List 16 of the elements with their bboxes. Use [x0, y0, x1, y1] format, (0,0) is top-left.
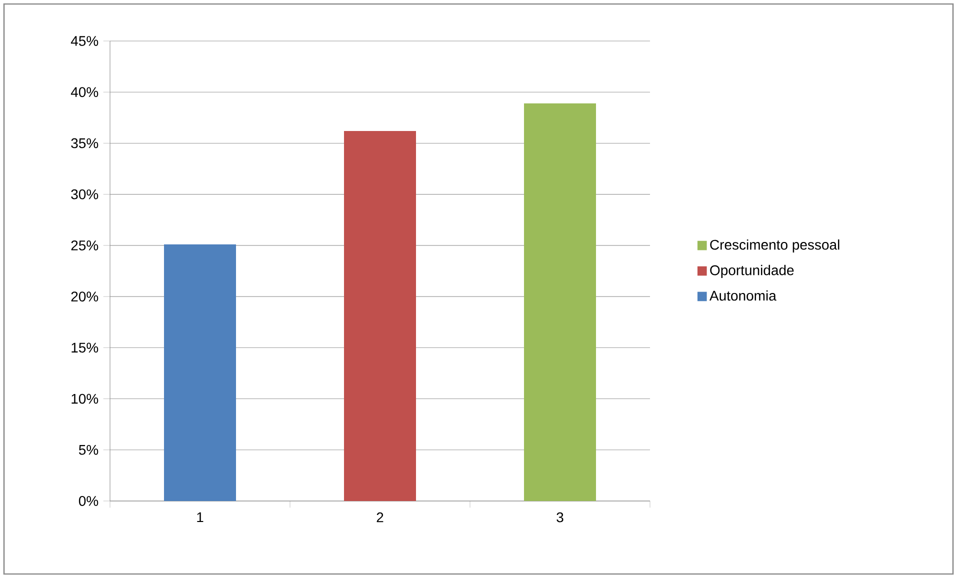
- y-tick-label: 45%: [70, 36, 98, 46]
- y-tick-label: 5%: [78, 444, 98, 455]
- y-tick-label: 30%: [71, 189, 98, 200]
- legend-label: Autonomia: [709, 290, 776, 301]
- y-tick-label: 35%: [71, 138, 98, 148]
- y-tick-label: 15%: [72, 342, 98, 353]
- y-tick-label: 0%: [78, 496, 98, 506]
- x-tick-label: 1: [197, 512, 204, 522]
- legend-label: Crescimento pessoal: [710, 239, 840, 252]
- x-tick-label: 2: [376, 512, 384, 522]
- x-tick-label: 3: [556, 512, 564, 522]
- y-tick-label: 20%: [71, 292, 98, 302]
- y-tick-label: 40%: [70, 87, 98, 98]
- legend-label: Oportunidade: [710, 264, 794, 278]
- y-tick-label: 10%: [72, 394, 98, 404]
- y-tick-label: 25%: [71, 240, 98, 250]
